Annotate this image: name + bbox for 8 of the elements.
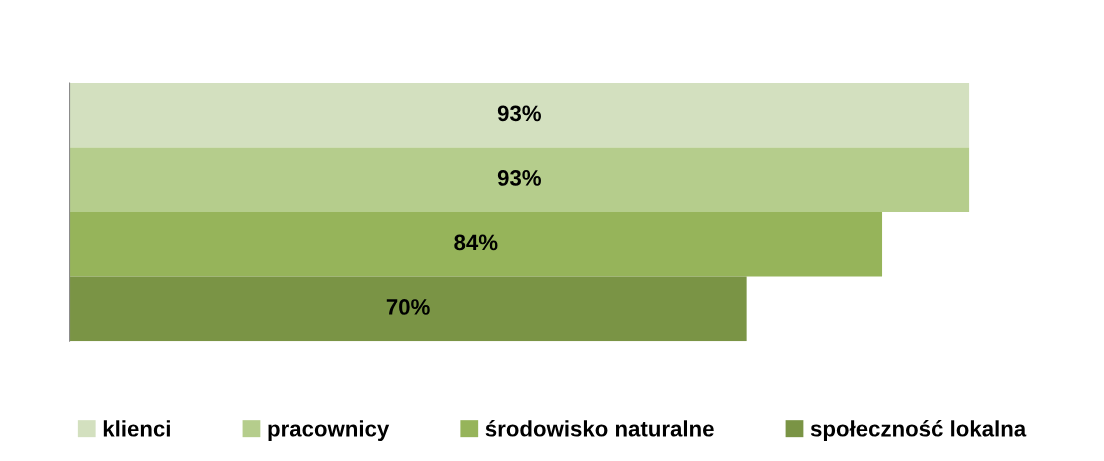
legend-label: pracownicy xyxy=(268,420,390,441)
data-label: 93% xyxy=(497,105,541,122)
data-label: 70% xyxy=(386,299,430,315)
data-label: 84% xyxy=(454,234,498,251)
data-label: 93% xyxy=(497,170,541,186)
legend-label: środowisko naturalne xyxy=(485,420,714,437)
legend-label: klienci xyxy=(103,420,170,437)
legend-label: społeczność lokalna xyxy=(810,420,1027,441)
